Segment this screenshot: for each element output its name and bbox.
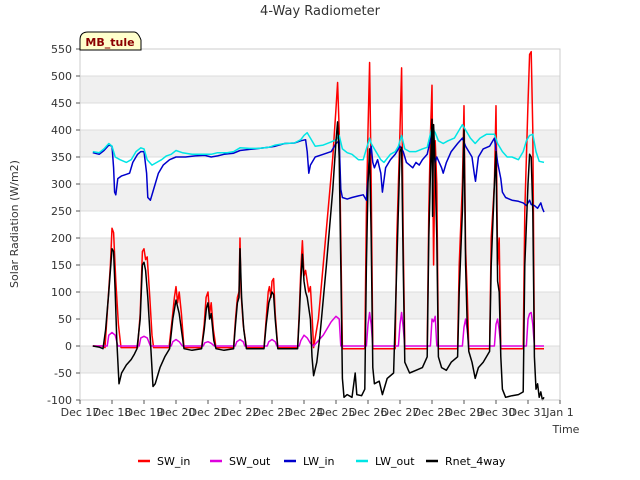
x-axis-label: Time — [552, 423, 580, 436]
y-tick-label: 300 — [51, 178, 72, 191]
x-tick-label: Dec 17 — [61, 406, 100, 419]
y-tick-label: 500 — [51, 70, 72, 83]
legend-label: LW_out — [375, 455, 415, 468]
x-tick-label: Dec 18 — [93, 406, 132, 419]
x-tick-label: Dec 21 — [189, 406, 228, 419]
y-tick-label: 250 — [51, 205, 72, 218]
y-tick-label: 200 — [51, 232, 72, 245]
x-tick-label: Dec 20 — [157, 406, 196, 419]
y-tick-label: 450 — [51, 97, 72, 110]
y-tick-label: -100 — [47, 394, 72, 407]
background-band — [80, 238, 560, 265]
y-axis-label: Solar Radiation (W/m2) — [8, 160, 21, 288]
legend-label: SW_in — [157, 455, 190, 468]
series-line-lw-out — [92, 123, 545, 166]
x-tick-label: Jan 1 — [545, 406, 573, 419]
x-tick-label: Dec 26 — [349, 406, 388, 419]
y-axis-ticks: -100 -50 0 50 100 150 200 250 300 350 400 450 500 550 — [47, 43, 80, 407]
y-tick-label: 400 — [51, 124, 72, 137]
chart-title: 4-Way Radiometer — [260, 4, 381, 19]
site-label-box: MB_tule — [79, 31, 142, 51]
y-tick-label: 150 — [51, 259, 72, 272]
background-band — [80, 76, 560, 103]
background-band — [80, 130, 560, 157]
series-line-lw-in — [92, 131, 545, 213]
y-tick-label: 50 — [58, 313, 72, 326]
legend-label: LW_in — [303, 455, 335, 468]
x-tick-label: Dec 31 — [509, 406, 548, 419]
legend-label: SW_out — [229, 455, 271, 468]
y-tick-label: 350 — [51, 151, 72, 164]
series-line-rnet-4way — [92, 118, 545, 401]
series-layer — [92, 50, 545, 401]
x-tick-label: Dec 28 — [413, 406, 452, 419]
x-tick-label: Dec 25 — [317, 406, 356, 419]
y-tick-label: 550 — [51, 43, 72, 56]
x-tick-label: Dec 23 — [253, 406, 292, 419]
x-tick-label: Dec 30 — [477, 406, 516, 419]
background-bands — [80, 76, 560, 373]
background-band — [80, 184, 560, 211]
x-tick-label: Dec 22 — [221, 406, 260, 419]
y-tick-label: -50 — [54, 367, 72, 380]
legend: SW_in SW_out LW_in LW_out Rnet_4way — [138, 455, 506, 468]
x-tick-label: Dec 29 — [445, 406, 484, 419]
x-tick-label: Dec 19 — [125, 406, 164, 419]
x-tick-label: Dec 24 — [285, 406, 324, 419]
x-tick-label: Dec 27 — [381, 406, 420, 419]
plot-area-frame — [79, 48, 561, 401]
y-tick-label: 0 — [65, 340, 72, 353]
site-label: MB_tule — [85, 36, 134, 49]
legend-label: Rnet_4way — [445, 455, 506, 468]
y-tick-label: 100 — [51, 286, 72, 299]
